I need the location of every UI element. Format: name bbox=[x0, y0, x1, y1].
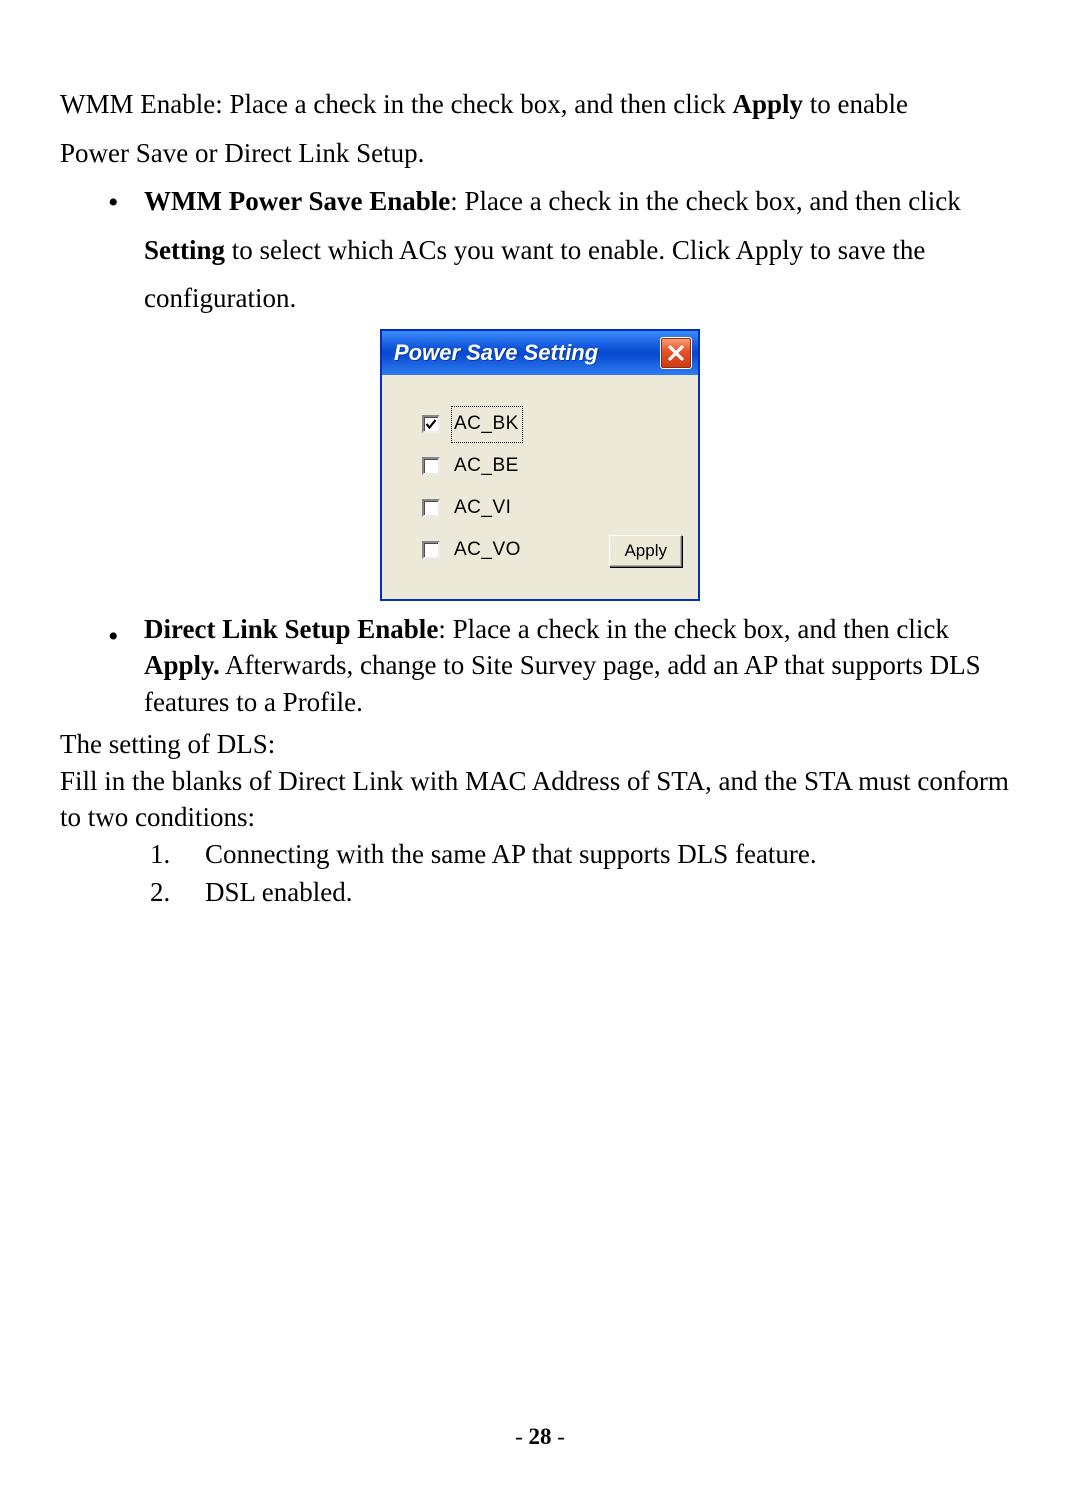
list-text: DSL enabled. bbox=[205, 877, 352, 907]
dls-paragraph: Fill in the blanks of Direct Link with M… bbox=[60, 763, 1020, 836]
text: : Place a check in the check box, and th… bbox=[450, 186, 961, 216]
bullet-list: WMM Power Save Enable: Place a check in … bbox=[100, 177, 1020, 323]
page-num-value: 28 bbox=[529, 1424, 552, 1449]
close-button[interactable] bbox=[660, 337, 692, 369]
checkbox-row-ac-bk[interactable]: AC_BK bbox=[422, 403, 676, 445]
text: to enable bbox=[803, 89, 908, 119]
checkbox-label: AC_BK bbox=[454, 407, 519, 441]
paragraph-wmm-enable-line2: Power Save or Direct Link Setup. bbox=[60, 129, 1020, 178]
apply-button[interactable]: Apply bbox=[609, 535, 682, 567]
checkbox-row-ac-vo[interactable]: AC_VO Apply bbox=[422, 529, 676, 571]
list-number: 1. bbox=[150, 836, 170, 872]
checkbox-label: AC_VO bbox=[454, 533, 521, 567]
bullet-list: Direct Link Setup Enable: Place a check … bbox=[100, 611, 1020, 720]
numbered-list: 1. Connecting with the same AP that supp… bbox=[150, 836, 1020, 911]
setting-word: Setting bbox=[144, 235, 225, 265]
bullet-wmm-power-save: WMM Power Save Enable: Place a check in … bbox=[100, 177, 1020, 323]
text: Afterwards, change to Site Survey page, … bbox=[144, 650, 981, 716]
checkbox-ac-be[interactable] bbox=[422, 457, 440, 475]
close-icon bbox=[667, 344, 685, 362]
checkbox-ac-bk[interactable] bbox=[422, 415, 440, 433]
checkbox-ac-vi[interactable] bbox=[422, 499, 440, 517]
checkbox-label: AC_BE bbox=[454, 449, 519, 483]
text: WMM Enable: Place a check in the check b… bbox=[60, 89, 733, 119]
list-number: 2. bbox=[150, 874, 170, 910]
checkbox-ac-vo[interactable] bbox=[422, 541, 440, 559]
checkbox-row-ac-be[interactable]: AC_BE bbox=[422, 445, 676, 487]
dialog-title: Power Save Setting bbox=[394, 333, 598, 373]
bullet-title: Direct Link Setup Enable bbox=[144, 614, 438, 644]
apply-word: Apply. bbox=[144, 650, 220, 680]
numbered-item-1: 1. Connecting with the same AP that supp… bbox=[150, 836, 1020, 872]
document-page: WMM Enable: Place a check in the check b… bbox=[0, 0, 1080, 952]
dialog-frame: Power Save Setting AC_BK bbox=[380, 329, 700, 601]
bullet-direct-link-setup: Direct Link Setup Enable: Place a check … bbox=[100, 611, 1020, 720]
dialog-power-save-setting: Power Save Setting AC_BK bbox=[380, 329, 700, 601]
list-text: Connecting with the same AP that support… bbox=[205, 839, 817, 869]
dash: - bbox=[552, 1424, 565, 1449]
dls-heading: The setting of DLS: bbox=[60, 726, 1020, 762]
text: : Place a check in the check box, and th… bbox=[438, 614, 949, 644]
apply-word: Apply bbox=[733, 89, 804, 119]
checkbox-label: AC_VI bbox=[454, 491, 511, 525]
checkbox-row-ac-vi[interactable]: AC_VI bbox=[422, 487, 676, 529]
checkmark-icon bbox=[425, 418, 437, 430]
numbered-item-2: 2. DSL enabled. bbox=[150, 874, 1020, 910]
dash: - bbox=[515, 1424, 528, 1449]
dialog-body: AC_BK AC_BE AC_VI AC_VO Apply bbox=[382, 375, 698, 599]
bullet-title: WMM Power Save Enable bbox=[144, 186, 450, 216]
text: to select which ACs you want to enable. … bbox=[144, 235, 925, 314]
dialog-titlebar[interactable]: Power Save Setting bbox=[382, 331, 698, 375]
paragraph-wmm-enable: WMM Enable: Place a check in the check b… bbox=[60, 80, 1020, 129]
page-number: - 28 - bbox=[0, 1424, 1080, 1450]
